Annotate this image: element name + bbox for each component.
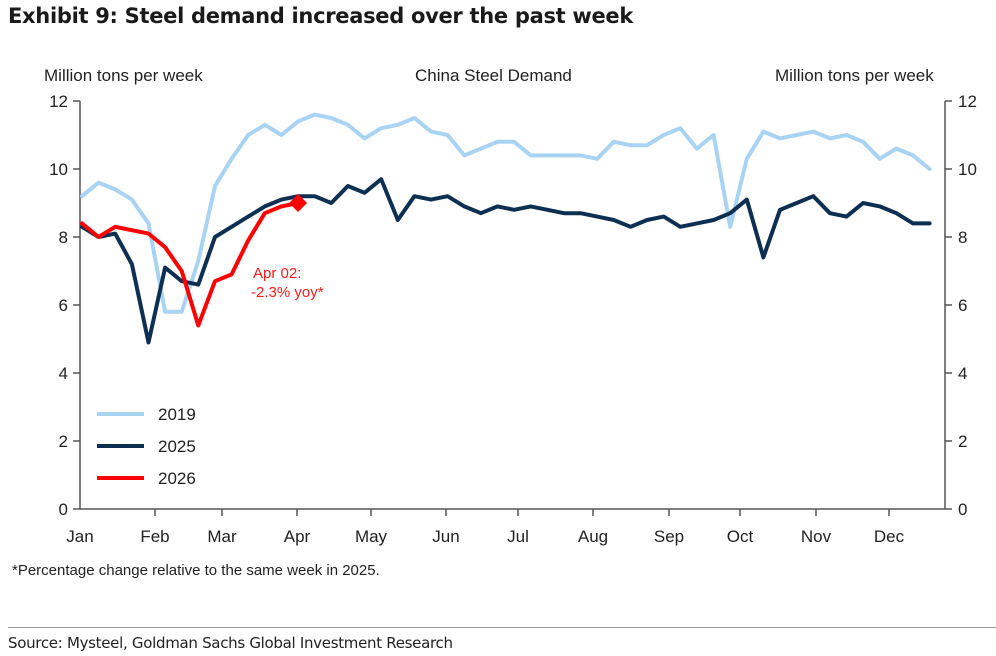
series-layer: [80, 112, 932, 345]
source-note: Source: Mysteel, Goldman Sachs Global In…: [8, 634, 453, 652]
y-tick-label-right: 2: [958, 432, 967, 451]
y-tick-label-right: 0: [958, 500, 967, 519]
y-axis-label-left: Million tons per week: [44, 66, 203, 85]
series-line-2026: [80, 201, 301, 328]
annotation-diamond-marker: [289, 194, 308, 212]
legend: 2019 2025 2026: [97, 405, 196, 488]
x-tick-label: Oct: [727, 527, 754, 546]
x-tick-label: Jan: [66, 527, 93, 546]
x-tick-label: May: [355, 527, 388, 546]
x-tick-label: Aug: [578, 527, 608, 546]
x-tick-label: Jun: [432, 527, 459, 546]
axes: 0 0 2 2 4 4 6 6 8 8 10 10 12 12 Jan Feb Mar Apr May Jun Jul A…: [49, 92, 977, 546]
series-line-2019: [80, 112, 932, 314]
y-tick-label-left: 12: [49, 92, 68, 111]
x-tick-label: Nov: [801, 527, 832, 546]
chart-title: China Steel Demand: [415, 66, 572, 85]
y-tick-label-left: 4: [59, 364, 68, 383]
footnote: *Percentage change relative to the same …: [12, 562, 380, 579]
y-tick-label-left: 6: [59, 296, 68, 315]
x-tick-label: Sep: [654, 527, 684, 546]
legend-label-2025: 2025: [158, 437, 196, 456]
x-tick-label: Feb: [140, 527, 169, 546]
y-tick-label-left: 10: [49, 160, 68, 179]
x-tick-label: Apr: [284, 527, 311, 546]
y-tick-label-right: 10: [958, 160, 977, 179]
y-tick-label-left: 8: [59, 228, 68, 247]
annotation: Apr 02: -2.3% yoy*: [251, 265, 324, 301]
y-tick-label-right: 4: [958, 364, 967, 383]
y-tick-label-right: 12: [958, 92, 977, 111]
legend-label-2026: 2026: [158, 469, 196, 488]
x-tick-label: Jul: [507, 527, 529, 546]
annotation-line-1: Apr 02:: [253, 265, 301, 282]
y-tick-label-right: 6: [958, 296, 967, 315]
x-tick-label: Dec: [874, 527, 905, 546]
annotation-line-2: -2.3% yoy*: [251, 284, 324, 301]
legend-label-2019: 2019: [158, 405, 196, 424]
series-line-2025: [80, 177, 932, 345]
y-tick-label-left: 0: [59, 500, 68, 519]
x-tick-label: Mar: [207, 527, 237, 546]
exhibit-title: Exhibit 9: Steel demand increased over t…: [8, 4, 634, 28]
y-tick-label-left: 2: [59, 432, 68, 451]
chart: Million tons per week China Steel Demand…: [44, 66, 977, 546]
y-tick-label-right: 8: [958, 228, 967, 247]
y-axis-label-right: Million tons per week: [775, 66, 934, 85]
divider: [8, 627, 996, 628]
